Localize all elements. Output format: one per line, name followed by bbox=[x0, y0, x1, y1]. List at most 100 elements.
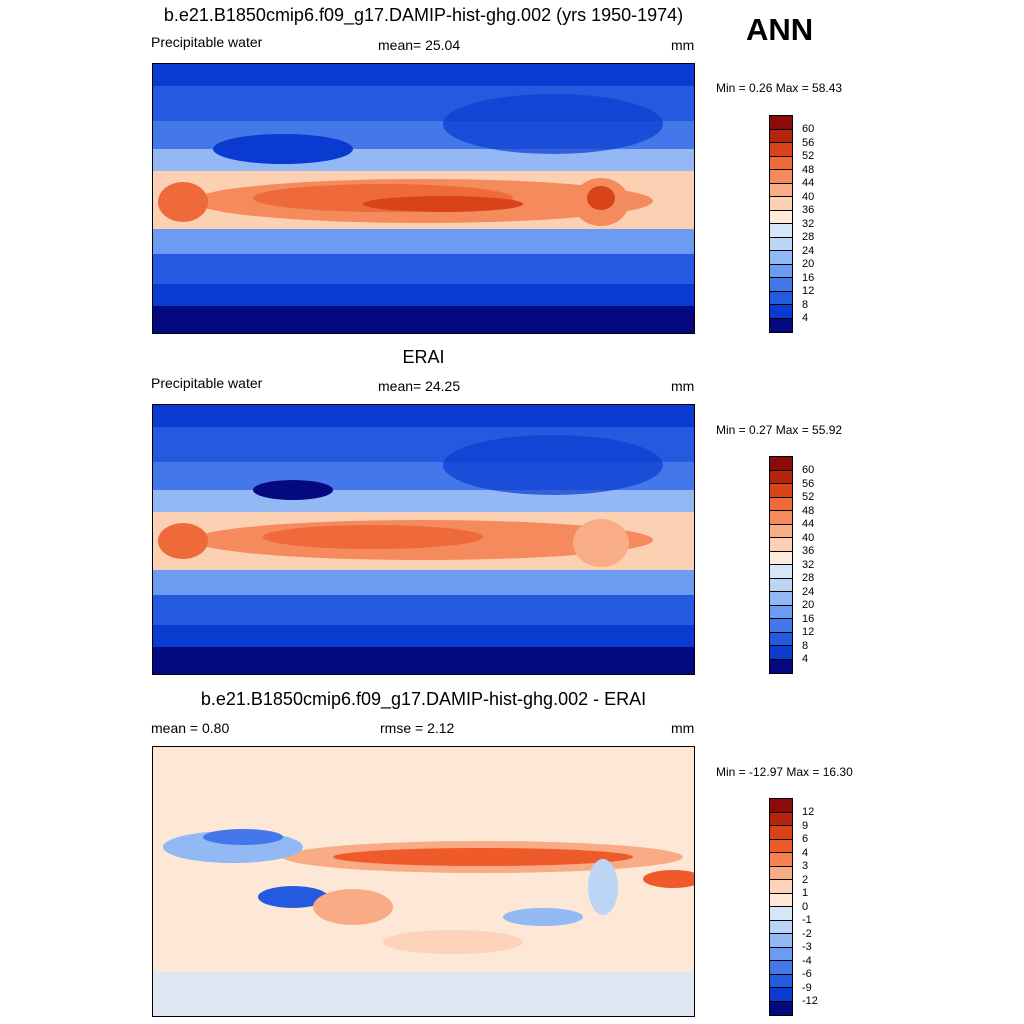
colorbar-swatch bbox=[770, 920, 792, 934]
colorbar-tick-label: 60 bbox=[802, 464, 815, 476]
colorbar-tick-label: 8 bbox=[802, 299, 809, 311]
colorbar-tick-label: 56 bbox=[802, 137, 815, 149]
colorbar-swatch bbox=[770, 484, 792, 498]
panel-2-title: ERAI bbox=[402, 347, 445, 367]
colorbar-swatch bbox=[770, 866, 792, 880]
colorbar-swatch bbox=[770, 156, 792, 170]
colorbar-swatch bbox=[770, 565, 792, 579]
colorbar-swatch bbox=[770, 934, 792, 948]
colorbar-swatch bbox=[770, 551, 792, 565]
colorbar-swatch bbox=[770, 497, 792, 511]
colorbar-swatch bbox=[770, 197, 792, 211]
panel-1-field bbox=[153, 64, 694, 333]
colorbar-tick-label: 32 bbox=[802, 218, 815, 230]
colorbar-swatch bbox=[770, 907, 792, 921]
colorbar-swatch bbox=[770, 143, 792, 157]
colorbar-swatch bbox=[770, 659, 792, 673]
colorbar-tick-label: 16 bbox=[802, 613, 815, 625]
colorbar-swatch bbox=[770, 799, 792, 813]
colorbar-tick-label: 52 bbox=[802, 150, 815, 162]
colorbar-tick-label: 20 bbox=[802, 599, 815, 611]
colorbar-swatch bbox=[770, 880, 792, 894]
colorbar-tick-label: 44 bbox=[802, 177, 815, 189]
colorbar-swatch bbox=[770, 318, 792, 332]
panel-2-field bbox=[153, 405, 694, 674]
panel-1-title: b.e21.B1850cmip6.f09_g17.DAMIP-hist-ghg.… bbox=[163, 5, 684, 25]
colorbar-tick-label: 4 bbox=[802, 312, 809, 324]
colorbar-tick-label: 56 bbox=[802, 478, 815, 490]
panel-3-units-label: mm bbox=[671, 720, 695, 736]
colorbar-swatch bbox=[770, 278, 792, 292]
colorbar-tick-label: 36 bbox=[802, 545, 815, 557]
colorbar-swatch bbox=[770, 264, 792, 278]
panel-2-left-label: Precipitable water bbox=[151, 375, 263, 391]
colorbar-swatch bbox=[770, 210, 792, 224]
colorbar-swatch bbox=[770, 605, 792, 619]
colorbar-tick-label: -2 bbox=[802, 928, 812, 940]
colorbar-swatch bbox=[770, 129, 792, 143]
panel-1-left-label: Precipitable water bbox=[151, 34, 263, 50]
colorbar-swatch bbox=[770, 224, 792, 238]
colorbar-tick-label: 12 bbox=[802, 285, 815, 297]
colorbar-tick-label: -4 bbox=[802, 955, 812, 967]
panel-2-minmax: Min = 0.27 Max = 55.92 bbox=[716, 423, 843, 437]
colorbar-swatch bbox=[770, 961, 792, 975]
season-label: ANN bbox=[746, 12, 814, 47]
colorbar-swatch bbox=[770, 839, 792, 853]
colorbar-tick-label: 6 bbox=[802, 833, 809, 845]
panel-2-colorbar bbox=[769, 456, 793, 674]
colorbar-tick-label: 28 bbox=[802, 231, 815, 243]
colorbar-tick-label: -3 bbox=[802, 941, 812, 953]
colorbar-swatch bbox=[770, 170, 792, 184]
colorbar-swatch bbox=[770, 305, 792, 319]
colorbar-swatch bbox=[770, 853, 792, 867]
colorbar-swatch bbox=[770, 538, 792, 552]
panel-1-mean-label: mean= 25.04 bbox=[378, 37, 461, 53]
colorbar-swatch bbox=[770, 1001, 792, 1015]
panel-2-map bbox=[152, 404, 695, 675]
panel-1-colorbar bbox=[769, 115, 793, 333]
panel-3-field bbox=[153, 747, 694, 1016]
colorbar-tick-label: -6 bbox=[802, 968, 812, 980]
colorbar-tick-label: 48 bbox=[802, 164, 815, 176]
colorbar-swatch bbox=[770, 251, 792, 265]
colorbar-swatch bbox=[770, 116, 792, 130]
colorbar-tick-label: 36 bbox=[802, 204, 815, 216]
panel-3-title: b.e21.B1850cmip6.f09_g17.DAMIP-hist-ghg.… bbox=[200, 689, 647, 709]
colorbar-tick-label: 28 bbox=[802, 572, 815, 584]
colorbar-swatch bbox=[770, 578, 792, 592]
panel-3-rmse-label: rmse = 2.12 bbox=[380, 720, 455, 736]
colorbar-tick-label: 16 bbox=[802, 272, 815, 284]
colorbar-tick-label: 44 bbox=[802, 518, 815, 530]
colorbar-tick-label: -1 bbox=[802, 914, 812, 926]
colorbar-swatch bbox=[770, 291, 792, 305]
colorbar-swatch bbox=[770, 524, 792, 538]
panel-3-colorbar bbox=[769, 798, 793, 1016]
colorbar-tick-label: 40 bbox=[802, 532, 815, 544]
colorbar-swatch bbox=[770, 812, 792, 826]
colorbar-tick-label: 12 bbox=[802, 626, 815, 638]
panel-2-mean-label: mean= 24.25 bbox=[378, 378, 461, 394]
colorbar-tick-label: -12 bbox=[802, 995, 818, 1007]
colorbar-swatch bbox=[770, 237, 792, 251]
colorbar-swatch bbox=[770, 592, 792, 606]
colorbar-tick-label: 20 bbox=[802, 258, 815, 270]
colorbar-swatch bbox=[770, 511, 792, 525]
panel-1-units-label: mm bbox=[671, 37, 695, 53]
panel-2-units-label: mm bbox=[671, 378, 695, 394]
panel-3-map bbox=[152, 746, 695, 1017]
colorbar-tick-label: 40 bbox=[802, 191, 815, 203]
panel-1-minmax: Min = 0.26 Max = 58.43 bbox=[716, 81, 843, 95]
colorbar-swatch bbox=[770, 826, 792, 840]
colorbar-tick-label: 9 bbox=[802, 820, 809, 832]
colorbar-swatch bbox=[770, 974, 792, 988]
colorbar-tick-label: 0 bbox=[802, 901, 809, 913]
colorbar-tick-label: 24 bbox=[802, 586, 815, 598]
colorbar-swatch bbox=[770, 646, 792, 660]
colorbar-tick-label: 4 bbox=[802, 847, 809, 859]
colorbar-tick-label: 2 bbox=[802, 874, 809, 886]
colorbar-swatch bbox=[770, 893, 792, 907]
colorbar-tick-label: -9 bbox=[802, 982, 812, 994]
panel-1-map bbox=[152, 63, 695, 334]
colorbar-swatch bbox=[770, 183, 792, 197]
